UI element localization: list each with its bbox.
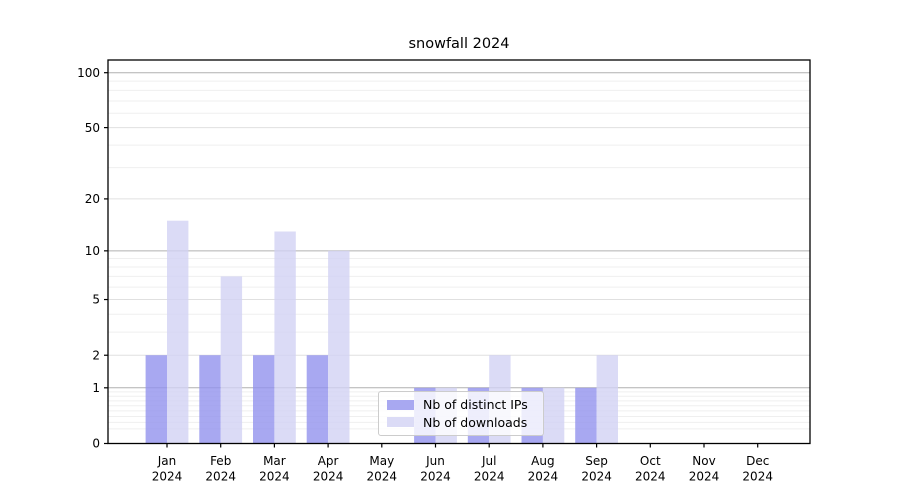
bar-downloads-sep [596,355,618,444]
y-tick-label-1: 1 [92,381,100,395]
y-tick-label-20: 20 [85,192,100,206]
legend-swatch-distinct-ips [387,399,414,410]
chart-title: snowfall 2024 [408,36,510,52]
x-tick-label-sep: Sep 2024 [581,454,612,484]
bar-distinct-ips-sep [575,387,597,444]
x-tick-label-may: May 2024 [367,454,398,484]
legend-label-distinct-ips: Nb of distinct IPs [423,397,528,413]
bar-downloads-aug [542,387,565,444]
y-tick-label-10: 10 [85,244,100,258]
x-tick-label-jul: Jul 2024 [474,454,505,484]
legend: Nb of distinct IPs Nb of downloads [378,391,544,436]
x-tick-label-mar: Mar 2024 [259,454,290,484]
bar-downloads-apr [328,250,350,444]
y-tick-label-50: 50 [85,121,100,135]
y-tick-label-5: 5 [92,293,100,307]
bar-downloads-jan [167,220,189,444]
legend-entry-downloads: Nb of downloads [387,414,535,431]
x-tick-label-nov: Nov 2024 [689,454,720,484]
x-tick-label-feb: Feb 2024 [205,454,236,484]
x-tick-label-apr: Apr 2024 [313,454,344,484]
legend-swatch-downloads [387,417,414,428]
legend-entry-distinct-ips: Nb of distinct IPs [387,396,535,413]
y-tick-label-0: 0 [92,437,100,451]
x-tick-label-aug: Aug 2024 [528,454,559,484]
bar-distinct-ips-feb [199,355,221,444]
x-tick-label-dec: Dec 2024 [742,454,773,484]
bar-downloads-mar [274,231,296,444]
bar-downloads-feb [220,276,243,444]
legend-label-downloads: Nb of downloads [423,414,528,430]
x-tick-label-jan: Jan 2024 [152,454,183,484]
y-tick-label-2: 2 [92,348,100,362]
bar-distinct-ips-jan [145,355,167,444]
bar-distinct-ips-apr [306,355,329,444]
y-tick-label-100: 100 [77,66,100,80]
x-tick-label-oct: Oct 2024 [635,454,666,484]
bar-distinct-ips-mar [253,355,275,444]
plot-spines [107,59,811,445]
x-tick-label-jun: Jun 2024 [420,454,451,484]
